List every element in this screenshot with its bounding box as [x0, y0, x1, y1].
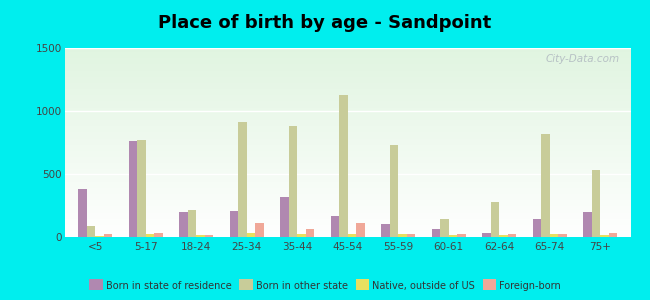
Bar [550, 235, 558, 237]
Bar [583, 212, 592, 237]
Bar [146, 235, 154, 237]
Bar [398, 235, 407, 237]
Bar [448, 235, 458, 237]
Bar [482, 233, 491, 237]
Legend: Born in state of residence, Born in other state, Native, outside of US, Foreign-: Born in state of residence, Born in othe… [85, 278, 565, 295]
Bar [609, 232, 618, 237]
Bar [541, 134, 550, 237]
Bar [289, 126, 297, 237]
Bar [499, 235, 508, 237]
Bar [104, 235, 112, 237]
Bar [137, 140, 146, 237]
Bar [381, 224, 389, 237]
Bar [306, 229, 315, 237]
Bar [491, 202, 499, 237]
Bar [247, 233, 255, 237]
Bar [205, 235, 213, 237]
Bar [297, 234, 306, 237]
Bar [129, 141, 137, 237]
Text: City-Data.com: City-Data.com [545, 54, 619, 64]
Bar [96, 236, 104, 237]
Bar [188, 210, 196, 237]
Bar [407, 235, 415, 237]
Text: Place of birth by age - Sandpoint: Place of birth by age - Sandpoint [159, 14, 491, 32]
Bar [86, 226, 96, 237]
Bar [196, 235, 205, 237]
Bar [440, 219, 448, 237]
Bar [154, 233, 163, 237]
Bar [78, 189, 86, 237]
Bar [229, 211, 238, 237]
Bar [280, 197, 289, 237]
Bar [238, 122, 247, 237]
Bar [600, 235, 609, 237]
Bar [592, 170, 600, 237]
Bar [356, 223, 365, 237]
Bar [432, 229, 440, 237]
Bar [331, 216, 339, 237]
Bar [558, 235, 567, 237]
Bar [255, 223, 264, 237]
Bar [508, 235, 516, 237]
Bar [532, 219, 541, 237]
Bar [179, 212, 188, 237]
Bar [389, 145, 398, 237]
Bar [339, 94, 348, 237]
Bar [348, 235, 356, 237]
Bar [458, 235, 466, 237]
